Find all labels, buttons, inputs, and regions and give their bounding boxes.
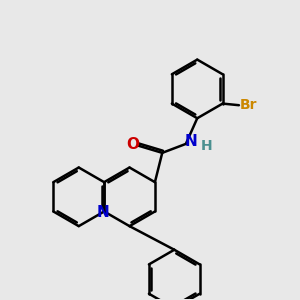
Text: N: N <box>185 134 197 149</box>
Text: O: O <box>126 137 140 152</box>
Text: H: H <box>200 139 212 153</box>
Text: Br: Br <box>240 98 257 112</box>
Text: N: N <box>96 205 109 220</box>
